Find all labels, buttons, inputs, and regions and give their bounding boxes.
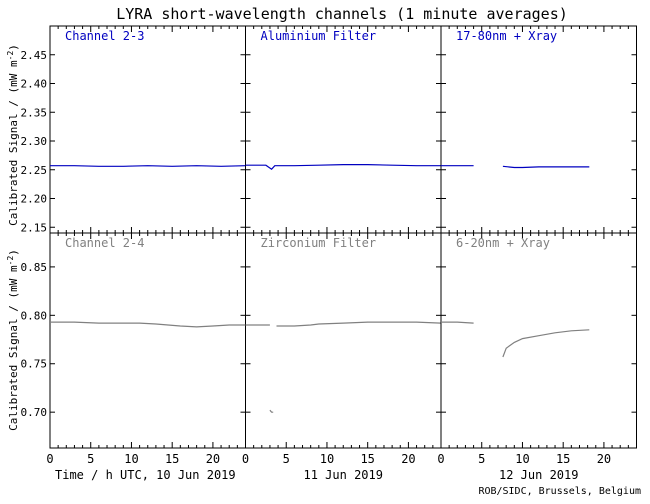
- x-tick-label: 5: [478, 452, 485, 466]
- series-line-zirconium-filter: [276, 321, 442, 327]
- x-tick-label: 10: [124, 452, 138, 466]
- y-tick-label: 0.75: [21, 358, 48, 371]
- date-label-1: Time / h UTC, 10 Jun 2019: [55, 468, 236, 482]
- y-tick-label: 2.25: [21, 164, 48, 177]
- series-line-aluminium-filter: [245, 164, 441, 170]
- x-tick-label: 0: [46, 452, 53, 466]
- series-line-channel-2-4: [50, 321, 246, 328]
- plot-layer: 2.15 2.20 2.25 2.30 2.35 2.40 2.45 Channel 2-3 A…: [21, 25, 637, 482]
- x-tick-label: 10: [515, 452, 529, 466]
- y-axis-label-bottom-sup: -2: [6, 256, 15, 266]
- panel-label: Channel 2-4: [65, 236, 144, 250]
- y-axis-label-bottom: Calibrated Signal / (mW m-2): [6, 249, 20, 431]
- y-tick-label: 2.40: [21, 78, 48, 91]
- x-tick-label: 0: [437, 452, 444, 466]
- x-tick-label: 15: [360, 452, 374, 466]
- series-line-17-80nm-xray: [502, 165, 590, 169]
- panel-label: Channel 2-3: [65, 29, 144, 43]
- y-tick-label: 2.35: [21, 106, 48, 119]
- x-tick-label: 5: [87, 452, 94, 466]
- y-axis-label-top-close: ): [7, 44, 20, 51]
- y-axis-label-bottom-text: Calibrated Signal / (mW m: [7, 265, 20, 431]
- y-tick-label: 0.85: [21, 261, 48, 274]
- y-axis-label-bottom-close: ): [7, 249, 20, 256]
- y-tick-label: 2.30: [21, 135, 48, 148]
- x-tick-label: 20: [401, 452, 415, 466]
- y-axis-label-top-sup: -2: [6, 51, 15, 61]
- chart-title: LYRA short-wavelength channels (1 minute…: [116, 5, 568, 23]
- x-tick-label: 15: [165, 452, 179, 466]
- panel-label: 17-80nm + Xray: [456, 29, 557, 43]
- panel-label: Aluminium Filter: [261, 29, 377, 43]
- panel-label: 6-20nm + Xray: [456, 236, 550, 250]
- date-label-3: 12 Jun 2019: [499, 468, 578, 482]
- y-axis-label-top-text: Calibrated Signal / (mW m: [7, 60, 20, 226]
- y-tick-label: 2.15: [21, 221, 48, 234]
- x-tick-label: 20: [597, 452, 611, 466]
- x-tick-label: 0: [242, 452, 249, 466]
- series-line-6-20nm-xray: [502, 329, 590, 358]
- y-tick-label: 0.80: [21, 309, 48, 322]
- x-tick-label: 15: [556, 452, 570, 466]
- date-label-2: 11 Jun 2019: [304, 468, 383, 482]
- panel-label: Zirconium Filter: [261, 236, 377, 250]
- x-tick-label: 20: [206, 452, 220, 466]
- x-tick-label: 10: [320, 452, 334, 466]
- series-line-6-20nm-xray: [441, 321, 474, 324]
- series-line-channel-2-3: [50, 165, 246, 167]
- y-tick-label: 2.45: [21, 49, 48, 62]
- x-tick-label: 5: [283, 452, 290, 466]
- series-line-zirconium-filter: [269, 409, 274, 413]
- y-axis-label-top: Calibrated Signal / (mW m-2): [6, 44, 20, 226]
- y-tick-label: 2.20: [21, 193, 48, 206]
- y-tick-label: 0.70: [21, 406, 48, 419]
- credit-text: ROB/SIDC, Brussels, Belgium: [478, 486, 641, 497]
